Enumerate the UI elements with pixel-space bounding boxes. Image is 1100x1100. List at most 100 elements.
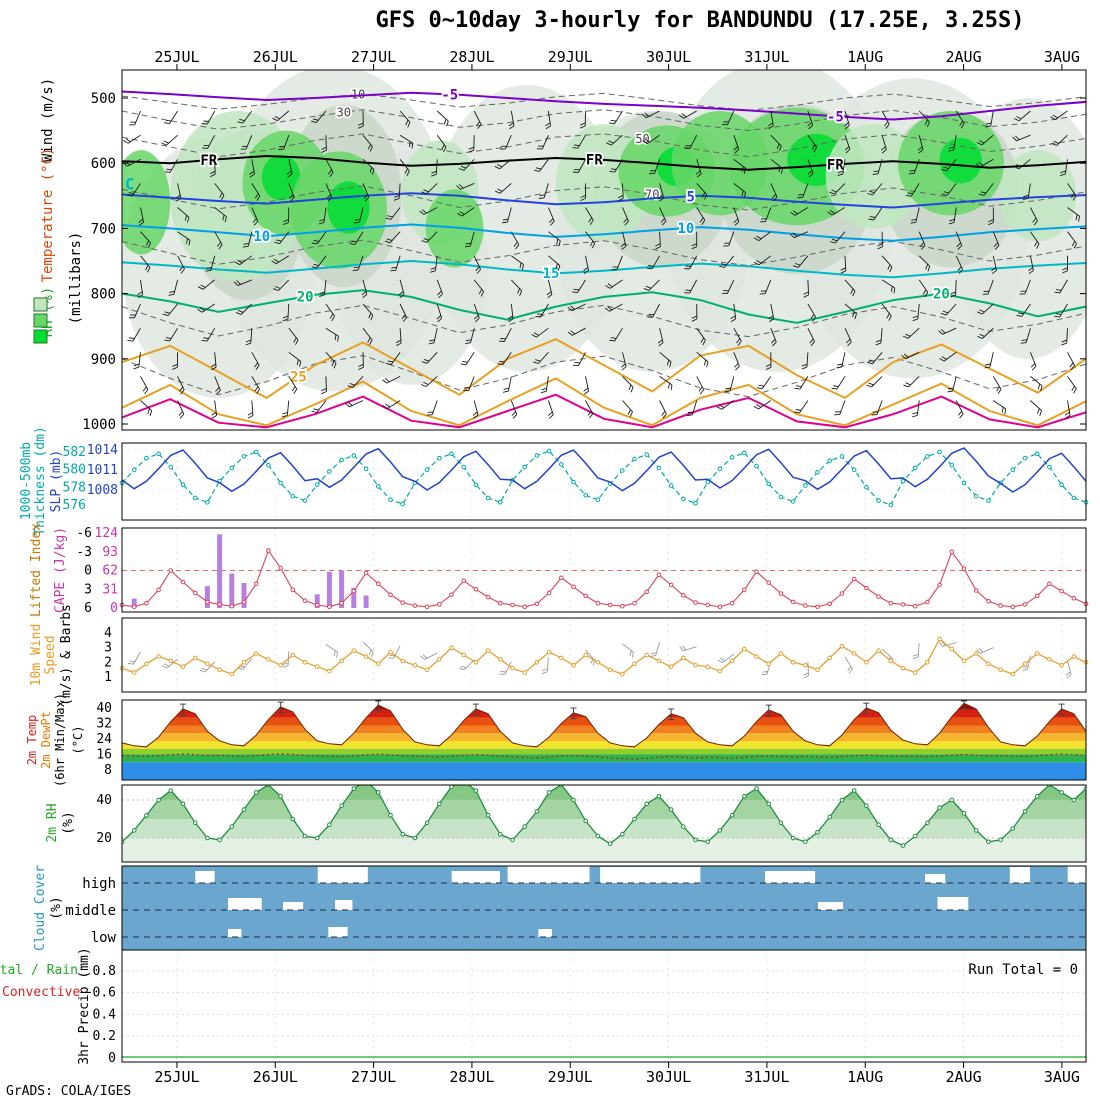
pressure-axis-title: Temperature (°C)	[40, 148, 56, 283]
slp-axis-title: SLP (mb)	[49, 450, 64, 513]
time-axis-label-top: 30JUL	[646, 48, 691, 66]
wind-speed-line	[121, 637, 1087, 675]
time-axis-label-bottom: 3AUG	[1044, 1068, 1080, 1086]
minmax-whiskers	[180, 700, 1065, 721]
wind-axis-title: Speed	[43, 635, 58, 674]
pressure-tick: 600	[91, 156, 116, 172]
rh-axis-title: 2m RH	[45, 803, 60, 842]
rh-contour-label: 10	[351, 87, 365, 101]
time-axis-label-bottom: 1AUG	[847, 1068, 883, 1086]
thickness-axis-title: Thickness (dm)	[33, 426, 48, 536]
thickness-tick: 576	[63, 498, 86, 513]
time-axis-label-top: 2AUG	[946, 48, 982, 66]
temp-contour-label: 15	[543, 266, 560, 282]
time-axis-label-bottom: 31JUL	[744, 1068, 789, 1086]
temp-tick: 40	[96, 701, 112, 716]
rh-legend-swatch	[33, 329, 48, 344]
temp-tick: 24	[96, 732, 112, 747]
temp-contour-label: 20	[933, 287, 950, 303]
precip-legend-total: Total / Rain	[0, 963, 78, 978]
time-axis-label-bottom: 28JUL	[449, 1068, 494, 1086]
time-axis-label-top: 26JUL	[253, 48, 298, 66]
li-tick: 3	[84, 582, 92, 597]
li-tick: 0	[84, 564, 92, 579]
wind-tick: 3	[104, 641, 112, 656]
lifted-index-bars	[131, 534, 369, 609]
pressure-tick: 500	[91, 91, 116, 107]
li-tick: 6	[84, 601, 92, 616]
wind-tick: 2	[104, 655, 112, 670]
chart-title: GFS 0~10day 3-hourly for BANDUNDU (17.25…	[375, 8, 1024, 33]
time-axis-label-top: 1AUG	[847, 48, 883, 66]
slp-line	[121, 447, 1087, 493]
li-tick: -3	[76, 545, 92, 560]
pressure-tick: 900	[91, 352, 116, 368]
rh-legend-swatch	[33, 313, 48, 328]
grads-watermark: GrADS: COLA/IGES	[6, 1084, 131, 1099]
time-axis-label-bottom: 27JUL	[351, 1068, 396, 1086]
slp-tick: 1011	[87, 463, 118, 478]
cloud-row-label: low	[91, 930, 117, 946]
time-axis-label-top: 27JUL	[351, 48, 396, 66]
temp-tick: 8	[104, 763, 112, 778]
rh-tick: 40	[96, 793, 112, 808]
precip-axis-title: 3hr Precip (mm)	[77, 947, 92, 1064]
temp-axis-title: 2m DewPt	[39, 711, 53, 769]
temperature-contours: -5 -5 FR FR FR 5 10 10 15 20 20 25	[122, 86, 1086, 429]
time-axis-label-top: 31JUL	[744, 48, 789, 66]
temp-contour-label: 20	[297, 290, 314, 306]
wind-axis-title: (m/s) & Barbs	[59, 604, 74, 706]
cloud-axis-title: Cloud Cover	[33, 865, 48, 951]
temp-contour-label: -5	[441, 87, 458, 103]
time-axis-label-bottom: 25JUL	[154, 1068, 199, 1086]
wind-tick: 4	[104, 626, 112, 641]
precip-tick: 0	[108, 1051, 116, 1066]
thickness-line	[121, 450, 1087, 506]
time-axis-label-top: 25JUL	[154, 48, 199, 66]
temp-contour-label: 10	[678, 221, 695, 237]
li-axis-title: Lifted Index	[29, 523, 44, 617]
pressure-tick: 800	[91, 287, 116, 303]
rh-tick: 20	[96, 831, 112, 846]
precip-legend-convective: Convective	[2, 985, 80, 1000]
li-tick: -6	[76, 526, 92, 541]
temp-contour-label: FR	[827, 158, 844, 174]
time-axis-label-top: 28JUL	[449, 48, 494, 66]
time-axis-label-top: 3AUG	[1044, 48, 1080, 66]
cape-tick: 124	[95, 526, 119, 541]
contour-label-c: C	[125, 174, 135, 193]
slp-tick: 1014	[87, 443, 118, 458]
precip-tick: 0.2	[93, 1029, 116, 1044]
pressure-tick: 1000	[82, 417, 116, 433]
thickness-tick: 582	[63, 445, 86, 460]
wind-axis-title: 10m Wind	[29, 624, 44, 687]
temp-contour-label: 10	[253, 229, 270, 245]
time-axis-label-bottom: 30JUL	[646, 1068, 691, 1086]
precip-tick: 0.4	[93, 1007, 117, 1022]
run-total-label: Run Total = 0	[968, 962, 1078, 978]
panel-slp-thickness: 1014 1011 1008 582 580 578 576 1000-500mb Thickn…	[19, 426, 1089, 536]
temp-contour-label: 5	[687, 189, 695, 205]
time-axis-label-bottom: 29JUL	[548, 1068, 593, 1086]
panel-cloud-cover: high middle low Cloud Cover (%)	[33, 865, 1087, 951]
cape-tick: 31	[102, 582, 118, 597]
slp-tick: 1008	[87, 483, 118, 498]
cape-axis-title: CAPE (J/kg)	[53, 527, 68, 613]
temp-contour-label: FR	[586, 153, 603, 169]
panel-cape-lifted-index: -6 -3 0 3 6 124 93 62 31 0 Lifted Index CAPE (J/kg)	[29, 523, 1089, 617]
temp-axis-title: 2m Temp	[25, 715, 39, 766]
temp-axis-title: (°C)	[71, 726, 85, 755]
temp-curve	[121, 702, 1087, 748]
pressure-axis-title: (millibars)	[68, 232, 84, 325]
thickness-axis-title: 1000-500mb	[19, 442, 34, 520]
temp-contour-label: 25	[290, 369, 307, 385]
cloud-row-label: high	[82, 876, 116, 892]
surface-wind-barbs	[128, 641, 1072, 679]
cloud-axis-title: (%)	[49, 896, 64, 919]
pressure-axis-title: Wind (m/s)	[40, 78, 56, 162]
